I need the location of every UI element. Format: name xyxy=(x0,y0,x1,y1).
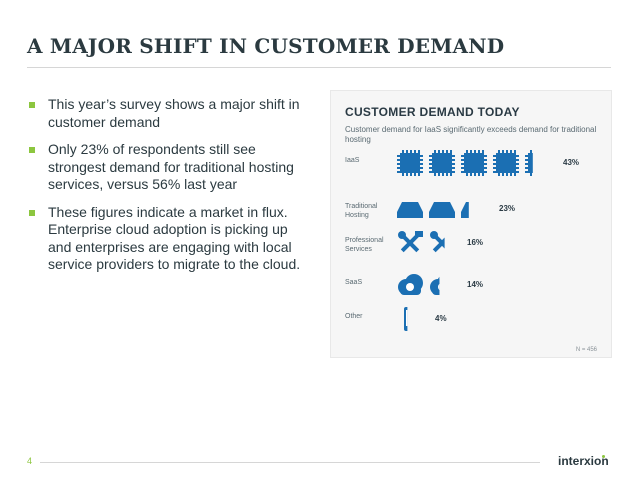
category-label: SaaS xyxy=(345,279,363,286)
value-label: 4% xyxy=(435,314,447,323)
bullet-item: Only 23% of respondents still see strong… xyxy=(27,141,312,194)
value-label: 14% xyxy=(467,280,484,289)
bullet-marker xyxy=(29,147,35,153)
bullet-text: These figures indicate a market in flux.… xyxy=(48,203,301,273)
title-divider xyxy=(27,67,611,68)
server-icon-group xyxy=(397,202,469,218)
infographic-title: CUSTOMER DEMAND TODAY xyxy=(345,105,520,119)
value-label: 43% xyxy=(563,158,580,167)
sample-size-label: N = 456 xyxy=(575,347,597,353)
bullet-item: These figures indicate a market in flux.… xyxy=(27,204,312,274)
infographic-subtitle: Customer demand for IaaS significantly e… xyxy=(345,125,597,144)
slide-title: A MAJOR SHIFT IN CUSTOMER DEMAND xyxy=(27,34,505,58)
bullet-item: This year’s survey shows a major shift i… xyxy=(27,96,312,131)
bullet-text: This year’s survey shows a major shift i… xyxy=(48,96,300,130)
category-label: IaaS xyxy=(345,157,360,164)
bullet-text: Only 23% of respondents still see strong… xyxy=(48,141,294,192)
footer-divider xyxy=(40,462,540,463)
bullet-marker xyxy=(29,209,35,216)
cloud-sync-icon-group xyxy=(398,274,440,295)
mobile-icon-group xyxy=(404,307,408,331)
bullet-list: This year’s survey shows a major shift i… xyxy=(27,96,312,284)
bullet-marker xyxy=(29,102,35,108)
logo-dot xyxy=(602,455,605,458)
chip-icon-group xyxy=(397,150,533,176)
category-label: Professional Services xyxy=(345,237,384,253)
value-label: 23% xyxy=(499,204,516,213)
infographic-panel: CUSTOMER DEMAND TODAY Customer demand fo… xyxy=(330,90,612,358)
category-label: Traditional Hosting xyxy=(345,203,378,219)
value-label: 16% xyxy=(467,238,484,247)
page-number: 4 xyxy=(27,456,33,466)
interxion-logo: interxion xyxy=(558,454,609,468)
tools-icon-group xyxy=(398,231,445,253)
category-label: Other xyxy=(345,313,363,320)
